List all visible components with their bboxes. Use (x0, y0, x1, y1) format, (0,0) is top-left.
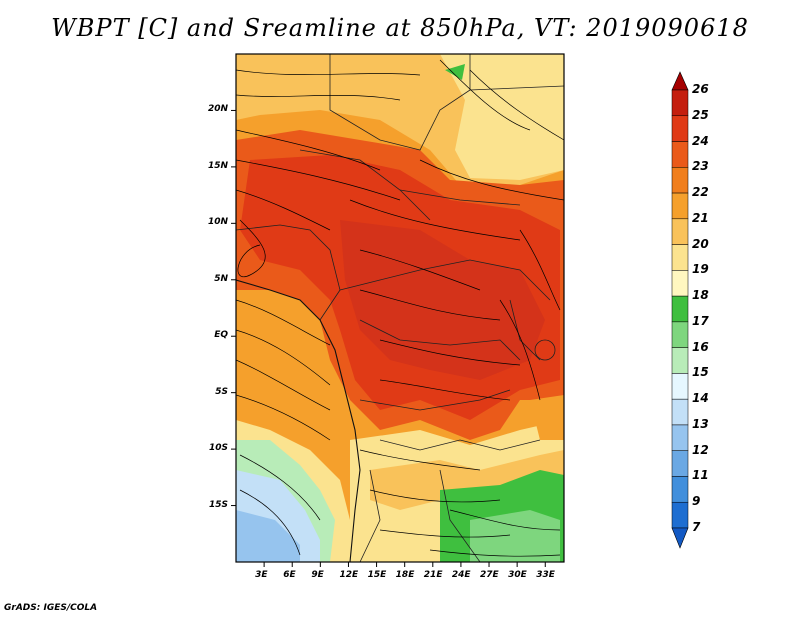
colorbar-level-label: 22 (692, 185, 709, 200)
colorbar-level-label: 9 (692, 494, 701, 509)
colorbar-swatch (671, 501, 689, 529)
wbpt-region-17-north (445, 64, 465, 80)
lat-tick-label: 10S (208, 443, 228, 454)
colorbar-swatch (671, 424, 689, 451)
colorbar-swatch (671, 295, 689, 323)
colorbar-level-label: 26 (692, 82, 709, 96)
colorbar-level-label: 20 (692, 236, 709, 251)
wbpt-region-24-core (340, 220, 545, 380)
wbpt-region-12 (236, 510, 300, 562)
colorbar-swatch (671, 347, 689, 374)
lon-tick-label: 12E (339, 570, 359, 580)
colorbar-level-label: 18 (692, 288, 709, 303)
lon-tick-label: 21E (423, 570, 443, 580)
colorbar-level-label: 7 (692, 520, 701, 534)
lon-tick-label: 18E (395, 570, 415, 580)
lat-tick-label: 15N (207, 160, 228, 171)
lat-tick-label: EQ (214, 330, 228, 341)
coastline-west (236, 279, 361, 562)
lon-tick-label: 6E (283, 570, 296, 580)
colorbar-swatch (671, 192, 689, 220)
colorbar-swatch (671, 321, 689, 348)
colorbar-level-label: 16 (692, 339, 709, 354)
grads-credit: GrADS: IGES/COLA (4, 603, 98, 613)
map-panel (236, 54, 564, 562)
colorbar-level-label: 12 (692, 442, 709, 457)
colorbar-swatch (671, 167, 689, 194)
colorbar-swatch (671, 89, 689, 117)
colorbar-swatch (671, 244, 689, 271)
lon-tick-label: 9E (311, 570, 324, 580)
colorbar-level-label: 13 (692, 416, 709, 431)
colorbar-swatch (671, 450, 689, 477)
wbpt-region-21-east (530, 395, 564, 440)
colorbar-top-arrow (671, 71, 689, 91)
map-frame (235, 53, 565, 563)
lat-tick-label: 10N (207, 217, 228, 228)
colorbar-level-label: 15 (692, 365, 709, 380)
lon-tick-label: 3E (255, 570, 268, 580)
wbpt-region-19-ne (440, 54, 564, 180)
colorbar-level-label: 25 (692, 107, 709, 122)
lat-tick-label: 15S (208, 499, 228, 510)
country-borders (236, 54, 564, 562)
lat-tick-label: 20N (207, 104, 228, 115)
colorbar-level-label: 14 (692, 391, 709, 406)
colorbar-level-label: 11 (692, 468, 709, 483)
colorbar (671, 71, 689, 549)
colorbar-level-label: 21 (692, 210, 709, 225)
map-title: WBPT [C] and Sreamline at 850hPa, VT: 20… (51, 14, 749, 42)
colorbar-swatch (671, 141, 689, 168)
lon-tick-label: 33E (536, 570, 555, 580)
colorbar-level-label: 17 (692, 313, 709, 328)
lon-tick-label: 27E (480, 570, 499, 580)
colorbar-bottom-arrow (671, 527, 689, 549)
lon-tick-label: 30E (508, 570, 527, 580)
wbpt-region-16-se (470, 510, 560, 562)
colorbar-swatch (671, 115, 689, 142)
colorbar-level-label: 24 (692, 133, 709, 148)
colorbar-level-label: 23 (692, 159, 709, 174)
streamlines (236, 59, 564, 557)
colorbar-level-label: 19 (692, 262, 709, 277)
lat-tick-label: 5N (214, 273, 228, 284)
lon-tick-label: 15E (367, 570, 387, 580)
colorbar-swatch (671, 218, 689, 245)
colorbar-swatch (671, 270, 689, 297)
colorbar-swatch (671, 398, 689, 426)
lon-tick-label: 24E (451, 570, 471, 580)
colorbar-swatch (671, 476, 689, 503)
colorbar-swatch (671, 373, 689, 400)
lat-tick-label: 5S (215, 386, 228, 397)
